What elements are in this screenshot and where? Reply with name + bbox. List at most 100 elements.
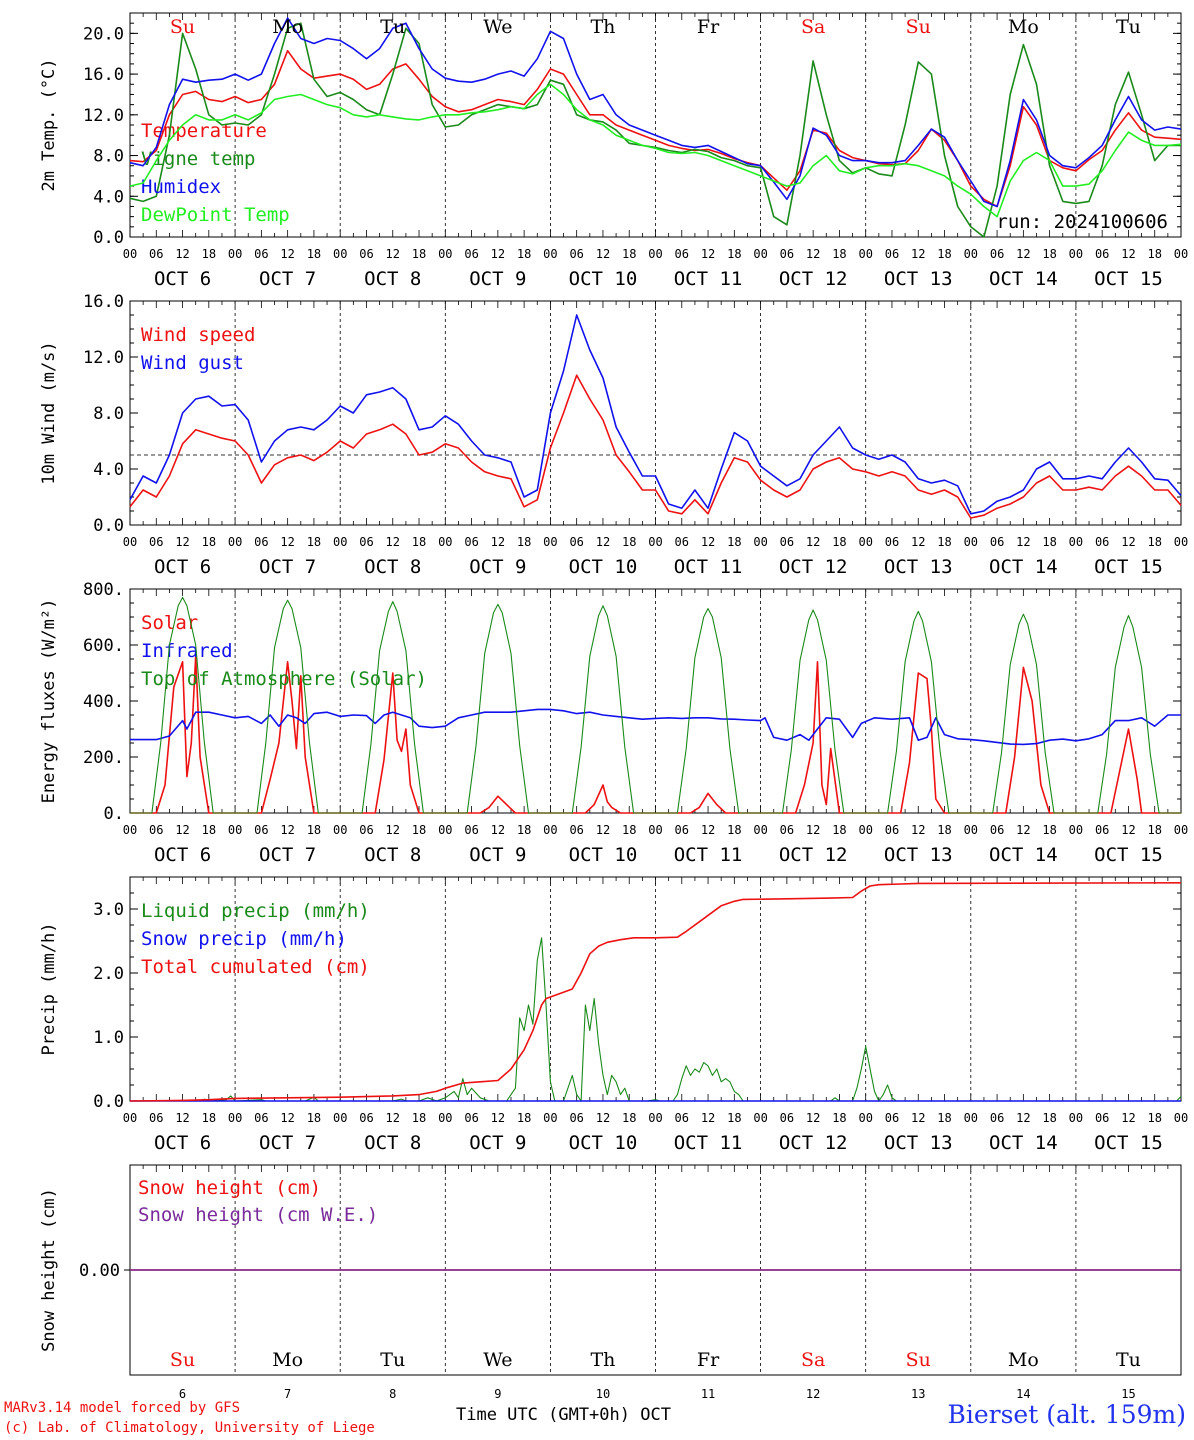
hour-tick-label: 06	[990, 535, 1004, 549]
station-label: Bierset (alt. 159m)	[947, 1400, 1186, 1429]
hour-tick-label: 18	[307, 1111, 321, 1125]
series-line	[129, 17, 1182, 208]
hour-tick-label: 18	[412, 823, 426, 837]
hour-tick-label: 06	[990, 247, 1004, 261]
hour-tick-label: 18	[307, 535, 321, 549]
hour-tick-label: 00	[858, 1111, 872, 1125]
y-tick-label: 16.0	[83, 65, 124, 85]
hour-tick-label: 18	[1147, 535, 1161, 549]
hour-tick-label: 00	[753, 247, 767, 261]
hour-tick-label: 00	[648, 1111, 662, 1125]
weekday-label: Tu	[1116, 1349, 1141, 1371]
hour-tick-label: 06	[149, 535, 163, 549]
hour-tick-label: 00	[753, 535, 767, 549]
hour-tick-label: 18	[937, 247, 951, 261]
y-tick-label: 0.0	[93, 1092, 124, 1112]
weekday-label: Th	[590, 16, 615, 38]
hour-tick-label: 00	[438, 823, 452, 837]
hour-tick-label: 12	[175, 247, 189, 261]
hour-tick-label: 12	[701, 247, 715, 261]
y-tick-label: 0.	[104, 804, 124, 824]
series-line	[130, 708, 1181, 746]
hour-tick-label: 06	[149, 1111, 163, 1125]
hour-tick-label: 18	[412, 247, 426, 261]
hour-tick-label: 00	[858, 823, 872, 837]
hour-tick-label: 12	[806, 1111, 820, 1125]
weekday-label: Mo	[272, 1349, 303, 1371]
hour-tick-label: 06	[359, 535, 373, 549]
hour-tick-label: 00	[333, 535, 347, 549]
hour-tick-label: 06	[254, 247, 268, 261]
weekday-label: Fr	[697, 16, 720, 38]
series-line	[129, 374, 1182, 519]
weekday-label: Su	[170, 1349, 195, 1371]
legend-label: Top of Atmosphere (Solar)	[141, 668, 427, 690]
hour-tick-label: 00	[1174, 1111, 1188, 1125]
hour-tick-label: 12	[1121, 1111, 1135, 1125]
hour-tick-label: 18	[832, 535, 846, 549]
hour-tick-label: 12	[1121, 247, 1135, 261]
hour-tick-label: 00	[543, 823, 557, 837]
hour-tick-label: 00	[228, 1111, 242, 1125]
hour-tick-label: 12	[701, 823, 715, 837]
day-number-label: 13	[911, 1387, 925, 1401]
y-tick-label: 800.	[83, 580, 124, 600]
series-line	[129, 83, 1182, 218]
hour-tick-label: 06	[464, 535, 478, 549]
hour-tick-label: 18	[307, 823, 321, 837]
date-label: OCT 15	[1094, 1132, 1163, 1154]
y-tick-label: 200.	[83, 748, 124, 768]
hour-tick-label: 12	[1016, 1111, 1030, 1125]
hour-tick-label: 12	[386, 823, 400, 837]
y-tick-label: 0.0	[93, 228, 124, 248]
hour-tick-label: 06	[569, 823, 583, 837]
legend-label: Infrared	[141, 640, 233, 662]
day-number-label: 10	[596, 1387, 610, 1401]
legend-label: Snow precip (mm/h)	[141, 928, 347, 950]
hour-tick-label: 06	[675, 535, 689, 549]
y-axis-title: Snow height (cm)	[39, 1188, 59, 1352]
y-tick-label: 8.0	[93, 404, 124, 424]
date-label: OCT 7	[259, 268, 316, 290]
hour-tick-label: 12	[806, 823, 820, 837]
y-tick-label: 0.0	[93, 516, 124, 536]
hour-tick-label: 06	[885, 535, 899, 549]
y-tick-label: 8.0	[93, 147, 124, 167]
date-label: OCT 15	[1094, 268, 1163, 290]
legend-label: Total cumulated (cm)	[141, 956, 370, 978]
date-label: OCT 9	[469, 844, 526, 866]
hour-tick-label: 00	[648, 823, 662, 837]
hour-tick-label: 00	[333, 823, 347, 837]
date-label: OCT 12	[779, 268, 848, 290]
y-axis-title: 2m Temp. (°C)	[39, 58, 59, 191]
panel-frame	[129, 588, 1182, 814]
hour-tick-label: 06	[780, 535, 794, 549]
y-axis-title: Precip (mm/h)	[39, 922, 59, 1055]
hour-tick-label: 12	[596, 535, 610, 549]
hour-tick-label: 18	[832, 247, 846, 261]
hour-tick-label: 06	[1095, 535, 1109, 549]
hour-tick-label: 00	[964, 247, 978, 261]
weekday-label: Fr	[697, 1349, 720, 1371]
hour-tick-label: 00	[333, 1111, 347, 1125]
hour-tick-label: 12	[280, 535, 294, 549]
weekday-label: Mo	[1008, 1349, 1039, 1371]
hour-tick-label: 18	[1147, 1111, 1161, 1125]
hour-tick-label: 18	[412, 535, 426, 549]
hour-tick-label: 12	[491, 535, 505, 549]
hour-tick-label: 06	[885, 823, 899, 837]
hour-tick-label: 12	[386, 247, 400, 261]
date-label: OCT 7	[259, 1132, 316, 1154]
hour-tick-label: 00	[123, 247, 137, 261]
hour-tick-label: 06	[885, 247, 899, 261]
hour-tick-label: 06	[1095, 247, 1109, 261]
hour-tick-label: 12	[280, 247, 294, 261]
legend-label: Wind gust	[141, 352, 244, 374]
weekday-label: Su	[906, 16, 931, 38]
hour-tick-label: 18	[727, 1111, 741, 1125]
hour-tick-label: 12	[386, 1111, 400, 1125]
hour-tick-label: 00	[228, 247, 242, 261]
hour-tick-label: 06	[780, 247, 794, 261]
date-label: OCT 9	[469, 1132, 526, 1154]
